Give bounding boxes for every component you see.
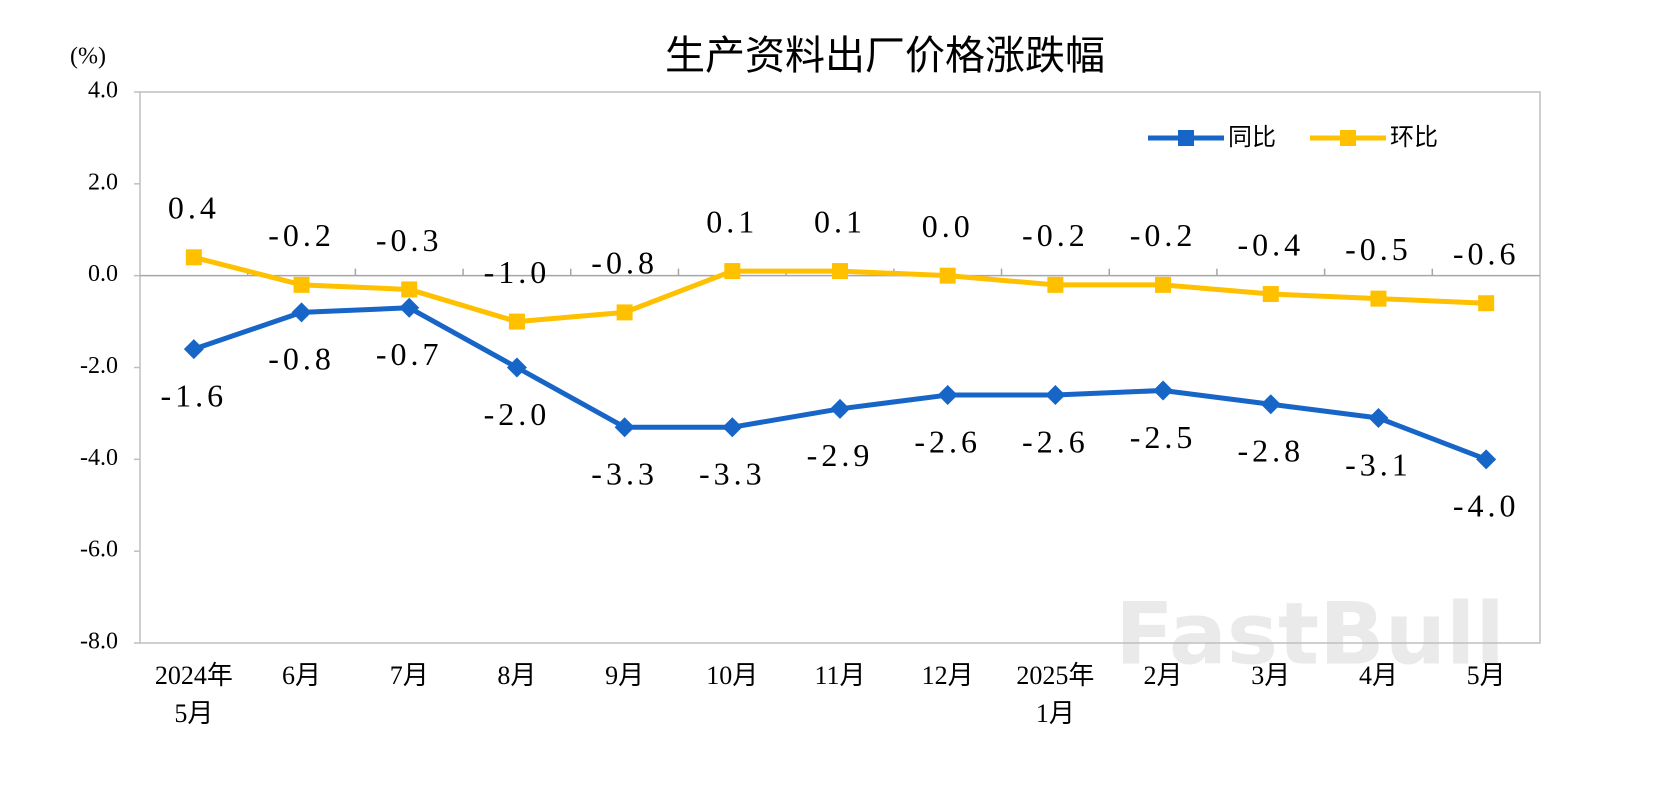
data-label: -0.8 bbox=[591, 245, 658, 281]
data-label: -0.2 bbox=[268, 217, 335, 253]
data-label: -1.6 bbox=[161, 377, 228, 413]
data-point bbox=[183, 339, 204, 360]
data-label: -0.6 bbox=[1453, 236, 1520, 272]
data-point bbox=[832, 263, 848, 280]
data-label: -0.2 bbox=[1130, 217, 1197, 253]
data-point bbox=[1370, 290, 1387, 307]
data-label: -0.3 bbox=[376, 222, 443, 258]
data-label: -1.0 bbox=[484, 254, 551, 290]
data-label: 0.4 bbox=[168, 190, 220, 226]
data-point bbox=[939, 267, 956, 284]
x-tick-label: 12月 bbox=[921, 661, 974, 690]
data-label: -0.4 bbox=[1237, 226, 1304, 262]
data-point bbox=[293, 276, 310, 293]
x-tick-label: 3月 bbox=[1251, 661, 1291, 690]
y-tick-label: 2.0 bbox=[88, 169, 118, 195]
y-tick-label: 0.0 bbox=[88, 261, 118, 287]
x-tick-label: 5月 bbox=[1466, 661, 1506, 690]
data-point bbox=[724, 263, 741, 280]
x-tick-label: 2024年 5月 bbox=[154, 661, 233, 728]
data-point bbox=[1262, 286, 1279, 303]
data-label: -2.8 bbox=[1237, 433, 1304, 469]
data-label: 0.1 bbox=[814, 203, 866, 239]
y-tick-label: -4.0 bbox=[80, 445, 118, 471]
x-tick-label: 7月 bbox=[389, 661, 429, 690]
y-tick-label: 4.0 bbox=[88, 78, 118, 104]
data-label: -0.7 bbox=[376, 336, 443, 372]
data-point bbox=[291, 302, 312, 323]
data-label: -2.0 bbox=[484, 396, 551, 432]
data-point bbox=[1340, 130, 1356, 146]
y-tick-label: -8.0 bbox=[80, 629, 118, 655]
data-point bbox=[1153, 380, 1174, 401]
data-label: -3.3 bbox=[591, 456, 658, 492]
data-point bbox=[1155, 276, 1172, 293]
x-tick-label: 11月 bbox=[814, 661, 866, 690]
legend-label: 环比 bbox=[1390, 123, 1438, 151]
data-label: -2.6 bbox=[1022, 423, 1089, 459]
data-point bbox=[937, 385, 958, 406]
y-unit: (%) bbox=[70, 44, 106, 70]
x-tick-label: 10月 bbox=[706, 661, 759, 690]
data-point bbox=[1045, 385, 1066, 406]
data-label: -2.6 bbox=[914, 423, 981, 459]
data-label: -2.9 bbox=[807, 437, 874, 473]
chart-title: 生产资料出厂价格涨跌幅 bbox=[665, 33, 1105, 79]
data-point bbox=[401, 281, 418, 298]
data-label: -4.0 bbox=[1453, 488, 1520, 524]
data-label: -2.5 bbox=[1130, 419, 1197, 455]
data-point bbox=[1476, 449, 1497, 470]
data-point bbox=[506, 357, 527, 378]
data-point bbox=[830, 398, 850, 419]
x-tick-label: 2月 bbox=[1143, 661, 1183, 690]
x-tick-label: 2025年 1月 bbox=[1016, 661, 1095, 728]
y-tick-label: -6.0 bbox=[80, 537, 118, 563]
data-point bbox=[508, 313, 525, 330]
y-tick-label: -2.0 bbox=[80, 353, 118, 379]
data-label: 0.0 bbox=[922, 208, 974, 244]
x-tick-label: 9月 bbox=[605, 661, 645, 690]
data-point bbox=[614, 417, 635, 438]
x-tick-label: 4月 bbox=[1358, 661, 1398, 690]
plot-area bbox=[139, 91, 1541, 644]
x-tick-label: 6月 bbox=[282, 661, 322, 690]
data-point bbox=[722, 417, 743, 438]
data-point bbox=[616, 304, 633, 321]
data-point bbox=[1478, 295, 1495, 312]
data-point bbox=[1047, 276, 1064, 293]
data-label: -3.3 bbox=[699, 456, 766, 492]
data-point bbox=[185, 249, 202, 266]
data-label: -0.8 bbox=[268, 341, 335, 377]
data-point bbox=[399, 297, 420, 318]
data-label: -0.2 bbox=[1022, 217, 1089, 253]
watermark: FastBull bbox=[1115, 584, 1505, 684]
data-point bbox=[1178, 130, 1194, 146]
data-point bbox=[1368, 408, 1389, 429]
data-point bbox=[1260, 394, 1281, 415]
data-label: 0.1 bbox=[706, 203, 758, 239]
x-tick-label: 8月 bbox=[497, 661, 537, 690]
legend-label: 同比 bbox=[1228, 123, 1276, 151]
data-label: -0.5 bbox=[1345, 231, 1412, 267]
data-label: -3.1 bbox=[1345, 446, 1412, 482]
